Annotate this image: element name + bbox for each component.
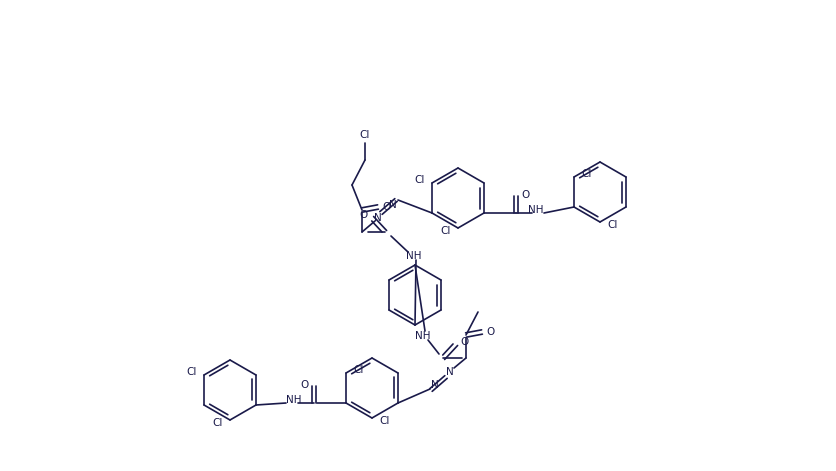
Text: N: N xyxy=(431,380,438,390)
Text: Cl: Cl xyxy=(186,367,196,377)
Text: O: O xyxy=(300,380,308,390)
Text: NH: NH xyxy=(286,395,302,405)
Text: NH: NH xyxy=(415,331,431,341)
Text: Cl: Cl xyxy=(580,169,591,179)
Text: O: O xyxy=(359,210,368,220)
Text: NH: NH xyxy=(405,251,421,261)
Text: N: N xyxy=(389,200,396,210)
Text: Cl: Cl xyxy=(606,220,617,230)
Text: Cl: Cl xyxy=(359,130,370,140)
Text: Cl: Cl xyxy=(212,418,222,428)
Text: O: O xyxy=(520,190,528,200)
Text: NH: NH xyxy=(528,205,543,215)
Text: Cl: Cl xyxy=(440,226,451,236)
Text: O: O xyxy=(486,327,494,337)
Text: Cl: Cl xyxy=(414,175,425,185)
Text: N: N xyxy=(374,213,381,223)
Text: O: O xyxy=(381,202,390,212)
Text: Cl: Cl xyxy=(379,416,389,426)
Text: Cl: Cl xyxy=(353,365,363,375)
Text: O: O xyxy=(460,337,467,347)
Text: N: N xyxy=(446,367,453,377)
